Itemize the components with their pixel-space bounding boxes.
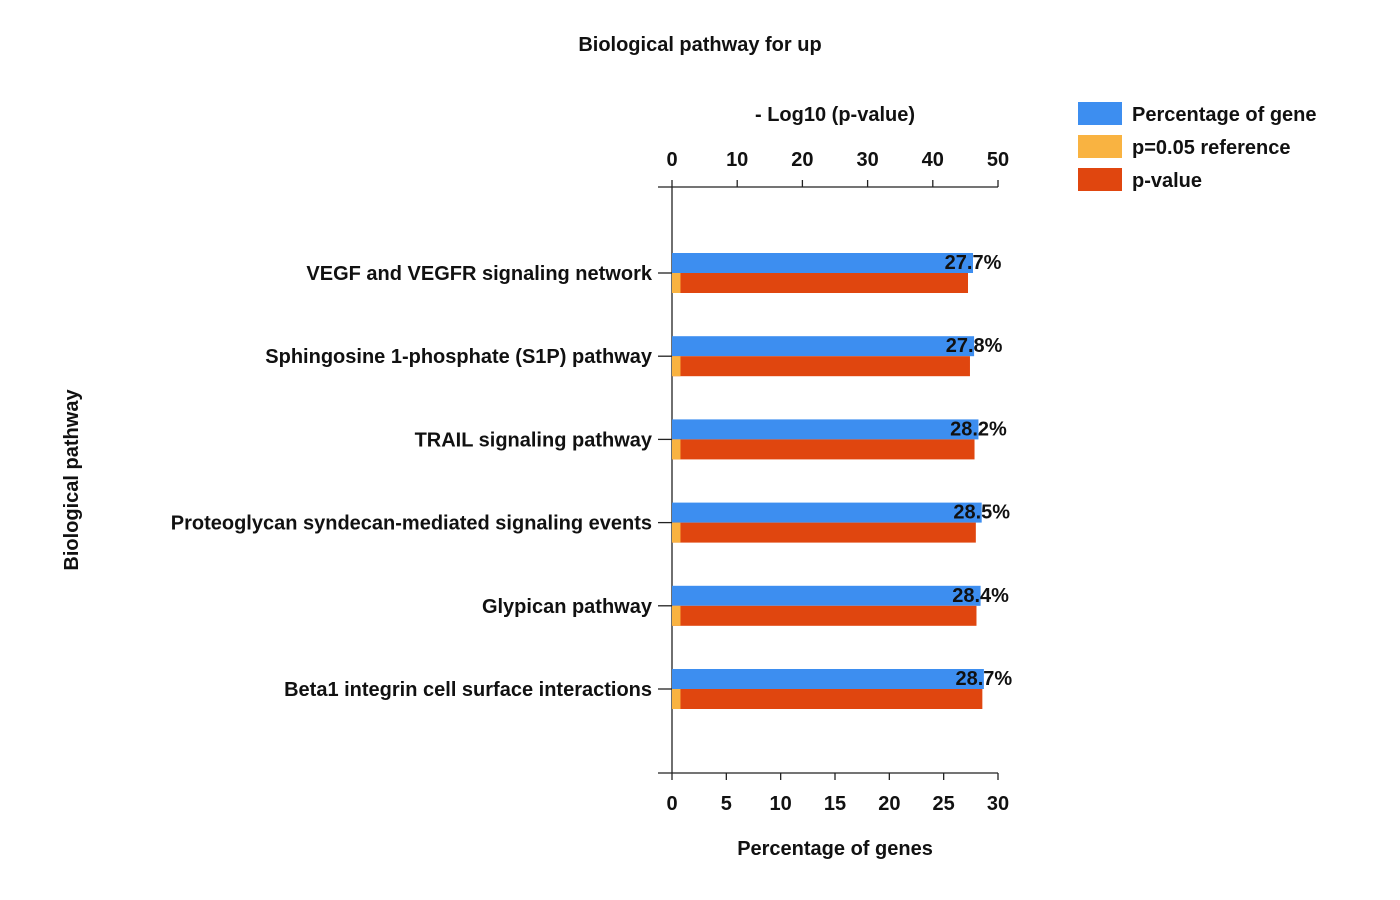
x-bottom-tick-label: 20 bbox=[878, 793, 900, 815]
data-label-percentage: 28.4% bbox=[952, 585, 1009, 607]
x-bottom-tick-label: 5 bbox=[721, 793, 732, 815]
data-label-percentage: 28.2% bbox=[950, 418, 1007, 440]
x-top-tick-label: 20 bbox=[791, 149, 813, 171]
data-label-percentage: 27.7% bbox=[945, 252, 1002, 274]
y-axis-title: Biological pathway bbox=[61, 389, 83, 571]
x-axis-top-title: - Log10 (p-value) bbox=[755, 104, 915, 126]
bar-p-value bbox=[672, 439, 975, 460]
data-label-percentage: 28.5% bbox=[953, 502, 1010, 524]
bar-percentage-of-gene bbox=[672, 336, 975, 357]
bar-p-reference bbox=[672, 689, 681, 709]
legend-swatch bbox=[1078, 168, 1122, 191]
x-top-tick-label: 30 bbox=[856, 149, 878, 171]
data-label-percentage: 28.7% bbox=[956, 668, 1013, 690]
bar-percentage-of-gene bbox=[672, 253, 974, 273]
bar-percentage-of-gene bbox=[672, 502, 982, 523]
legend-label: p=0.05 reference bbox=[1132, 137, 1290, 159]
x-axis-bottom-title: Percentage of genes bbox=[737, 838, 933, 860]
bar-p-reference bbox=[672, 522, 681, 543]
x-bottom-tick-label: 25 bbox=[933, 793, 955, 815]
bar-p-value bbox=[672, 356, 970, 377]
category-label: Beta1 integrin cell surface interactions bbox=[284, 679, 652, 701]
bar-p-value bbox=[672, 605, 977, 626]
x-top-tick-label: 40 bbox=[922, 149, 944, 171]
category-label: Sphingosine 1-phosphate (S1P) pathway bbox=[265, 346, 653, 368]
text-layer: 0 5 10 15 20 25 30 0 10 20 30 40 50 Biological pathwa… bbox=[61, 34, 1012, 860]
bar-percentage-of-gene bbox=[672, 585, 981, 606]
x-top-tick-label: 50 bbox=[987, 149, 1009, 171]
x-bottom-tick-label: 0 bbox=[666, 793, 677, 815]
bar-percentage-of-gene bbox=[672, 419, 979, 440]
bars-layer bbox=[672, 253, 984, 709]
bar-p-reference bbox=[672, 605, 681, 626]
category-label: VEGF and VEGFR signaling network bbox=[306, 263, 652, 285]
x-top-tick-label: 10 bbox=[726, 149, 748, 171]
bar-p-value bbox=[672, 522, 976, 543]
bar-p-reference bbox=[672, 273, 681, 293]
chart-title: Biological pathway for up bbox=[578, 34, 821, 56]
bar-p-value bbox=[672, 689, 983, 709]
legend-swatch bbox=[1078, 135, 1122, 158]
data-label-percentage: 27.8% bbox=[946, 335, 1003, 357]
bar-p-reference bbox=[672, 356, 681, 377]
category-label: TRAIL signaling pathway bbox=[415, 429, 653, 451]
legend-label: p-value bbox=[1132, 170, 1202, 192]
bar-percentage-of-gene bbox=[672, 669, 984, 689]
x-bottom-tick-label: 10 bbox=[770, 793, 792, 815]
x-top-tick-label: 0 bbox=[666, 149, 677, 171]
bar-p-value bbox=[672, 273, 969, 293]
legend-label: Percentage of gene bbox=[1132, 104, 1317, 126]
category-label: Glypican pathway bbox=[482, 596, 653, 618]
x-bottom-tick-label: 15 bbox=[824, 793, 846, 815]
bar-p-reference bbox=[672, 439, 681, 460]
category-label: Proteoglycan syndecan-mediated signaling… bbox=[171, 513, 652, 535]
x-bottom-tick-label: 30 bbox=[987, 793, 1009, 815]
legend-swatch bbox=[1078, 102, 1122, 125]
legend: Percentage of gene p=0.05 reference p-valu… bbox=[1078, 102, 1317, 192]
